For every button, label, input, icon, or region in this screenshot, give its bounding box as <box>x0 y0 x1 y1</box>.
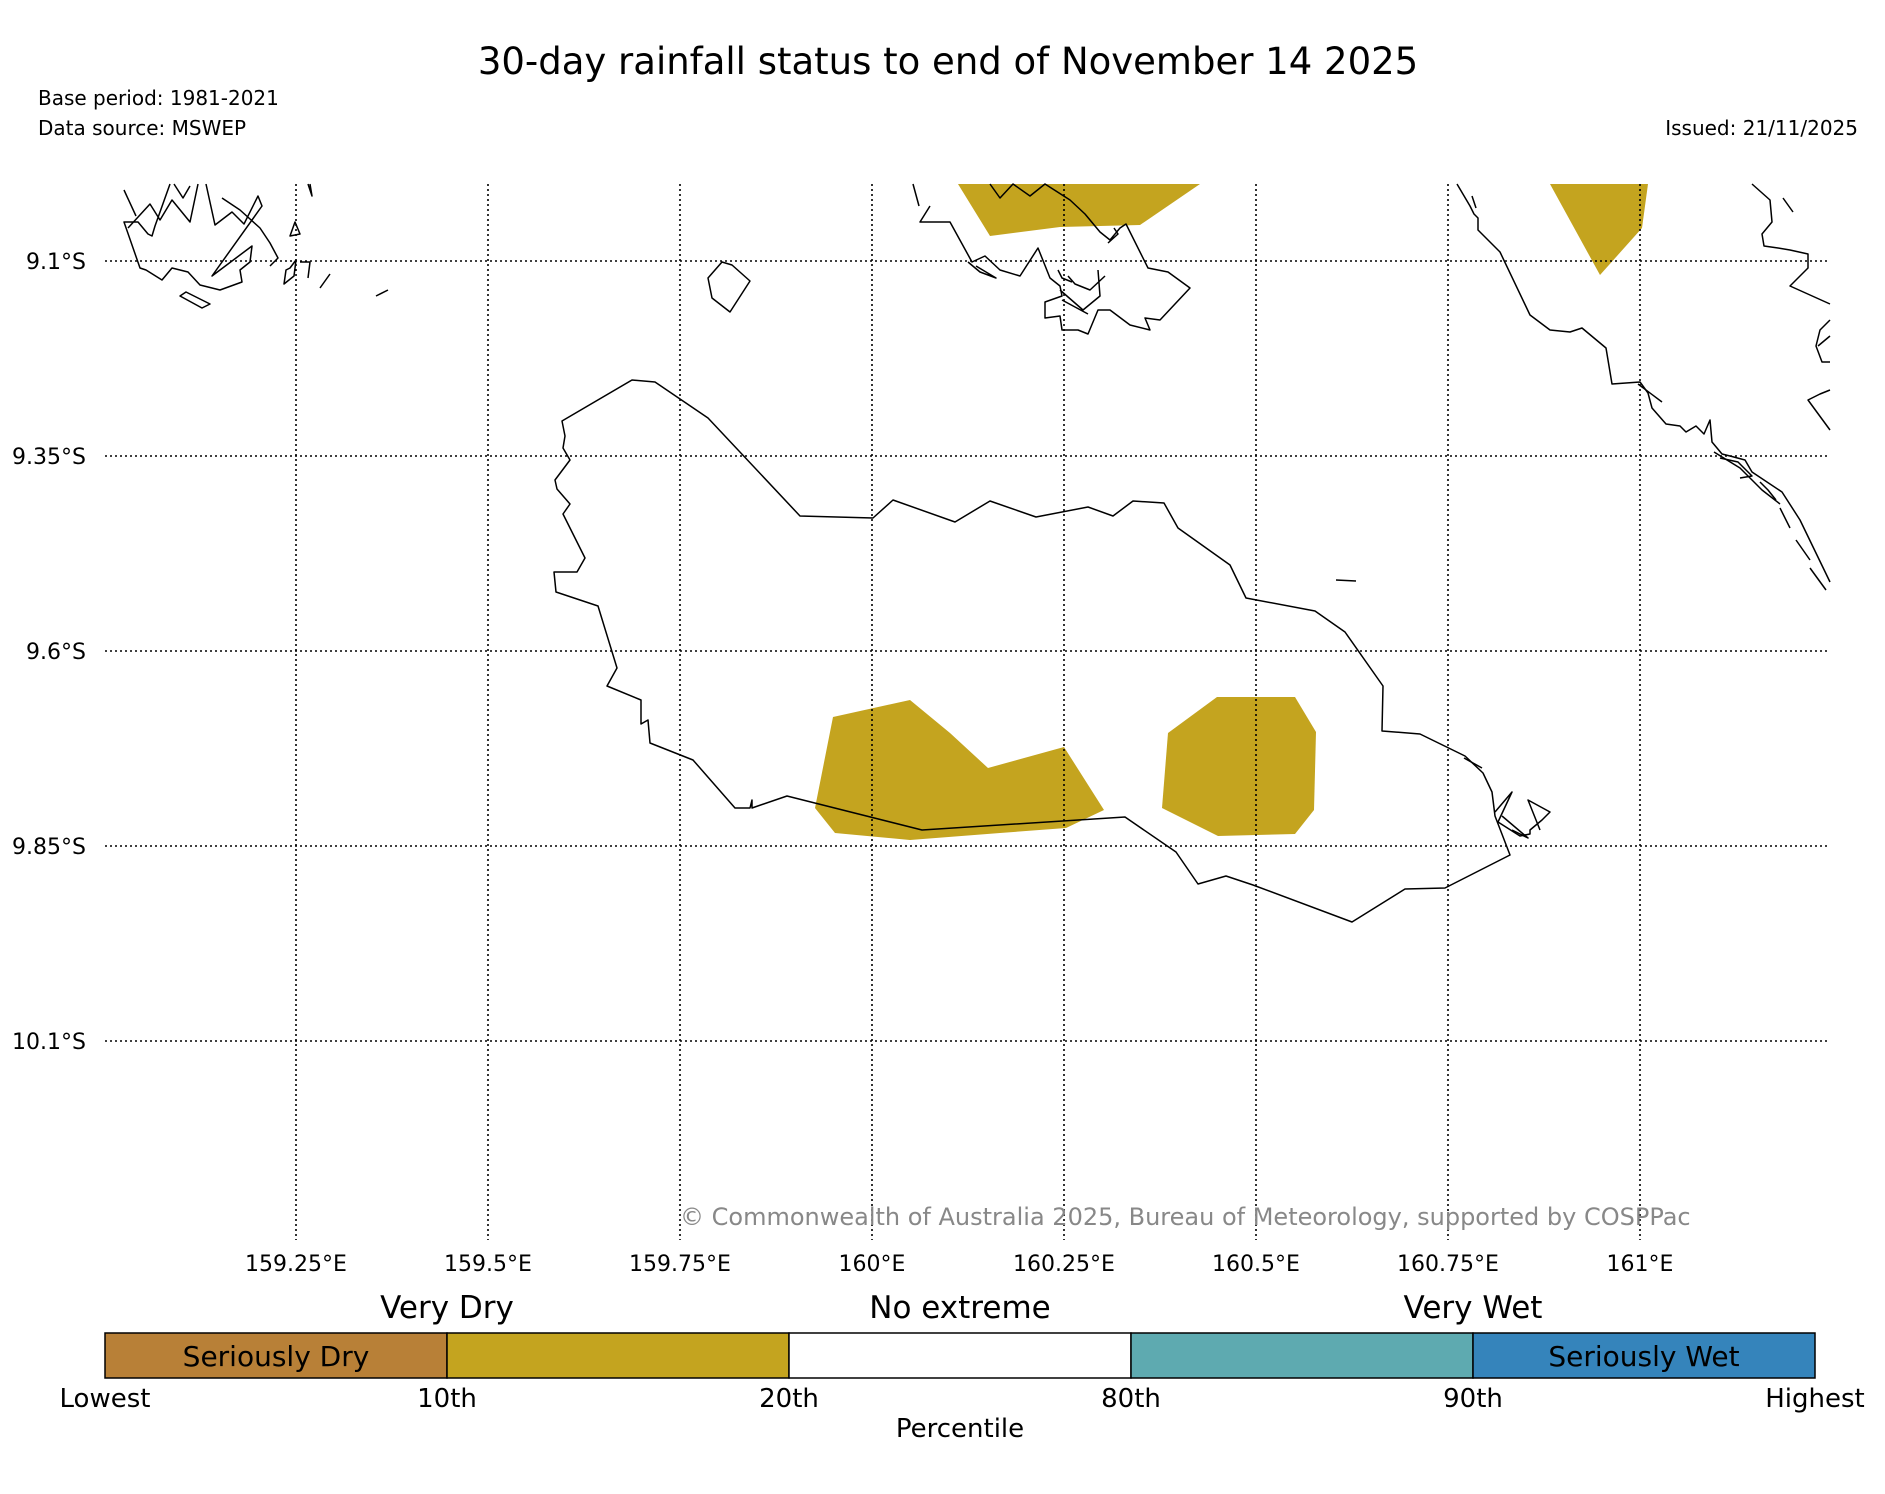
map-area: 9.1°S 9.35°S 9.6°S 9.85°S 10.1°S © Commo… <box>12 183 1831 1277</box>
lon-label: 159.25°E <box>245 1252 347 1277</box>
lon-label: 160.75°E <box>1397 1252 1499 1277</box>
copyright-watermark: © Commonwealth of Australia 2025, Bureau… <box>680 1203 1691 1231</box>
legend-group-very-wet: Very Wet <box>1404 1290 1543 1326</box>
legend-tick-label: Lowest <box>60 1384 151 1414</box>
lon-label: 160.25°E <box>1013 1252 1115 1277</box>
coastline-north-west-islands <box>123 183 279 291</box>
coastlines <box>123 183 1831 923</box>
coastline-main-island <box>553 379 1511 923</box>
legend-tick-label: 80th <box>1101 1384 1161 1414</box>
map-gridlines <box>105 184 1830 1240</box>
lat-label: 9.35°S <box>12 445 86 470</box>
lat-labels: 9.1°S 9.35°S 9.6°S 9.85°S 10.1°S <box>12 250 86 1055</box>
legend-tick-label: Highest <box>1765 1384 1865 1414</box>
very-dry-region-north-east <box>1550 184 1648 275</box>
lon-label: 159.75°E <box>629 1252 731 1277</box>
legend-tick-label: 90th <box>1443 1384 1503 1414</box>
coastline-islet-east <box>1494 791 1551 837</box>
legend: Very Dry No extreme Very Wet Seriously D… <box>60 1290 1865 1444</box>
legend-box <box>1472 1332 1816 1379</box>
lat-label: 9.6°S <box>26 640 86 665</box>
legend-ticks: Lowest 10th 20th 80th 90th Highest <box>60 1384 1865 1414</box>
coastline-islet-small <box>707 261 751 313</box>
legend-group-no-extreme: No extreme <box>869 1290 1050 1326</box>
coastline-north-east-islands <box>1456 183 1831 583</box>
issued-date-label: Issued: 21/11/2025 <box>1665 116 1858 140</box>
lat-label: 9.1°S <box>26 250 86 275</box>
lon-label: 160.5°E <box>1212 1252 1300 1277</box>
very-dry-region-south-west <box>815 700 1104 840</box>
legend-group-very-dry: Very Dry <box>380 1290 514 1326</box>
data-source-label: Data source: MSWEP <box>38 116 246 140</box>
base-period-label: Base period: 1981-2021 <box>38 86 279 110</box>
legend-box <box>446 1332 790 1379</box>
legend-boxes: Seriously Dry Seriously Wet <box>104 1332 1816 1379</box>
legend-box-label: Seriously Dry <box>183 1340 370 1373</box>
legend-box <box>788 1332 1132 1379</box>
lon-labels: 159.25°E 159.5°E 159.75°E 160°E 160.25°E… <box>245 1252 1673 1277</box>
legend-box <box>104 1332 448 1379</box>
lon-label: 161°E <box>1607 1252 1674 1277</box>
legend-tick-label: 20th <box>759 1384 819 1414</box>
very-dry-region-north-center <box>958 184 1200 236</box>
coastline-north-center-islands <box>912 183 1191 335</box>
lon-label: 159.5°E <box>444 1252 532 1277</box>
lat-label: 10.1°S <box>12 1030 86 1055</box>
lon-label: 160°E <box>839 1252 906 1277</box>
legend-box <box>1130 1332 1474 1379</box>
lat-label: 9.85°S <box>12 835 86 860</box>
very-dry-region-south-east <box>1162 697 1316 836</box>
legend-axis-label: Percentile <box>896 1414 1024 1444</box>
very-dry-regions <box>815 184 1648 840</box>
legend-tick-label: 10th <box>417 1384 477 1414</box>
map-title: 30-day rainfall status to end of Novembe… <box>478 40 1418 83</box>
legend-box-label: Seriously Wet <box>1548 1340 1739 1373</box>
